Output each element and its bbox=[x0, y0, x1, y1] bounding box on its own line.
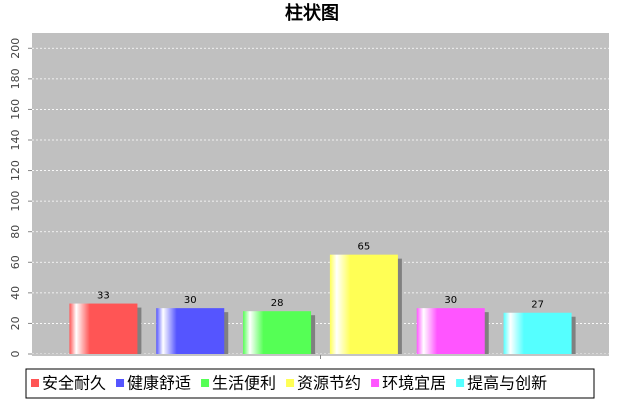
bar bbox=[329, 254, 398, 354]
legend-label: 环境宜居 bbox=[382, 374, 446, 393]
y-tick-label: 100 bbox=[9, 191, 22, 212]
legend-label: 健康舒适 bbox=[127, 374, 191, 393]
legend-marker bbox=[456, 379, 465, 387]
y-tick-label: 0 bbox=[9, 351, 22, 358]
value-label: 65 bbox=[358, 242, 371, 253]
value-label: 33 bbox=[97, 291, 110, 302]
legend-label: 安全耐久 bbox=[42, 374, 106, 393]
y-tick-label: 160 bbox=[9, 99, 22, 120]
bar bbox=[503, 312, 572, 354]
y-tick-label: 60 bbox=[9, 255, 22, 269]
bar bbox=[69, 303, 138, 354]
bar bbox=[243, 311, 312, 354]
y-tick-label: 140 bbox=[9, 130, 22, 151]
legend-marker bbox=[286, 379, 295, 387]
y-tick-label: 120 bbox=[9, 160, 22, 181]
value-label: 30 bbox=[184, 295, 197, 306]
legend-label: 提高与创新 bbox=[467, 374, 547, 393]
bar bbox=[416, 308, 485, 354]
value-label: 28 bbox=[271, 298, 284, 309]
y-tick-label: 200 bbox=[9, 38, 22, 59]
legend-marker bbox=[31, 379, 39, 387]
y-tick-label: 80 bbox=[9, 225, 22, 239]
y-tick-label: 180 bbox=[9, 68, 22, 89]
legend-marker bbox=[371, 379, 380, 387]
plot-area bbox=[32, 33, 609, 354]
value-label: 30 bbox=[444, 295, 457, 306]
legend-label: 生活便利 bbox=[212, 374, 276, 393]
legend-marker bbox=[116, 379, 125, 387]
legend-label: 资源节约 bbox=[297, 374, 361, 393]
bar bbox=[156, 308, 225, 354]
value-label: 27 bbox=[531, 300, 544, 311]
y-tick-label: 20 bbox=[9, 316, 22, 330]
y-tick-label: 40 bbox=[9, 286, 22, 300]
chart-title: 柱状图 bbox=[285, 2, 339, 24]
legend-marker bbox=[201, 379, 210, 387]
